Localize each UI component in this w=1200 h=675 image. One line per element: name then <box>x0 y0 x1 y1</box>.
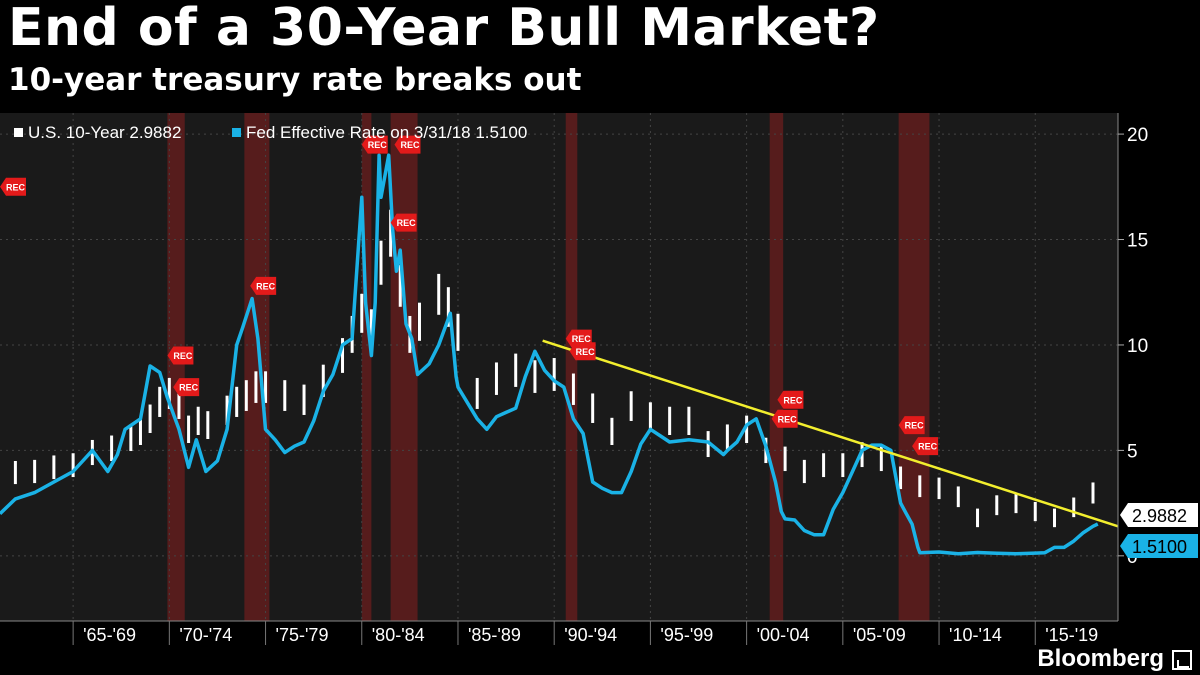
rec-tag-shape <box>912 437 939 456</box>
rec-tag-label: REC <box>778 414 798 424</box>
rec-tag-label: REC <box>173 351 193 361</box>
x-tick-label: '15-'19 <box>1045 625 1098 645</box>
x-tick-label: '80-'84 <box>372 625 425 645</box>
rec-tag-10: REC <box>898 416 925 435</box>
x-axis: '65-'69 '70-'74 '75-'79 '80-'84 '85-'89 '90-'… <box>0 620 1200 648</box>
legend-label-fed: Fed Effective Rate on 3/31/18 1.5100 <box>246 123 527 142</box>
rec-tag-shape <box>361 135 388 154</box>
rec-tag-label: REC <box>783 395 803 405</box>
x-tick-label: '90-'94 <box>564 625 617 645</box>
trendline <box>542 339 1119 528</box>
y-tick-label: 15 <box>1127 231 1148 252</box>
rec-tag-label: REC <box>6 182 26 192</box>
rec-tag-shape <box>0 177 26 196</box>
rec-tag-shape <box>167 346 194 365</box>
rec-tag-shape <box>250 276 277 295</box>
rec-tag-label: REC <box>576 347 596 357</box>
last-value-fed-badge: 1.5100 <box>1120 534 1198 558</box>
y-tick-label: 5 <box>1127 441 1138 462</box>
x-tick-label: '65-'69 <box>83 625 136 645</box>
x-tick-label: '05-'09 <box>853 625 906 645</box>
y-tick-label: 20 <box>1127 125 1148 146</box>
rec-tag-12: REC <box>0 177 26 196</box>
rec-tag-7: REC <box>569 342 596 361</box>
x-tick-label: '85-'89 <box>468 625 521 645</box>
rec-tag-11: REC <box>912 437 939 456</box>
recession-band-2 <box>361 113 372 621</box>
legend-swatch-fed <box>232 128 241 137</box>
rec-tag-label: REC <box>918 442 938 452</box>
rec-tag-5: REC <box>390 213 417 232</box>
rec-tag-shape <box>898 416 925 435</box>
rec-tag-shape <box>771 409 798 428</box>
rec-tag-8: REC <box>777 390 804 409</box>
rec-tag-shape <box>394 135 421 154</box>
rec-tag-label: REC <box>400 140 420 150</box>
recession-band-6 <box>898 113 930 621</box>
rec-tag-shape <box>569 342 596 361</box>
rec-tag-label: REC <box>368 140 388 150</box>
legend-swatch-treasury <box>14 128 23 137</box>
recession-band-0 <box>167 113 185 621</box>
rec-tag-3: REC <box>361 135 388 154</box>
page-title: End of a 30-Year Bull Market? <box>8 0 880 58</box>
y-tick-label: 10 <box>1127 336 1148 357</box>
x-tick-label: '70-'74 <box>179 625 232 645</box>
rec-tag-label: REC <box>397 218 417 228</box>
bloomberg-logo: Bloomberg <box>1037 645 1164 672</box>
rec-tag-label: REC <box>905 421 925 431</box>
plot-area <box>0 113 1118 621</box>
rec-tag-0: REC <box>173 378 200 397</box>
x-tick-label: '95-'99 <box>660 625 713 645</box>
x-axis-band <box>0 621 1200 648</box>
rec-tag-1: REC <box>167 346 194 365</box>
last-value-fed: 1.5100 <box>1132 537 1187 557</box>
fed-effective-rate-line <box>0 153 1099 556</box>
rec-tag-label: REC <box>256 281 276 291</box>
recession-band-5 <box>769 113 784 621</box>
rec-tag-4: REC <box>394 135 421 154</box>
recession-band-4 <box>565 113 578 621</box>
rec-tag-2: REC <box>250 276 277 295</box>
rec-tag-shape <box>390 213 417 232</box>
page-subtitle: 10-year treasury rate breaks out <box>8 62 582 98</box>
x-tick-label: '00-'04 <box>757 625 810 645</box>
last-value-treasury-badge: 2.9882 <box>1120 503 1198 527</box>
recession-band-3 <box>390 113 418 621</box>
bloomberg-terminal-icon <box>1172 650 1192 670</box>
rec-tag-label: REC <box>179 383 199 393</box>
x-tick-label: '75-'79 <box>276 625 329 645</box>
rec-tag-shape <box>173 378 200 397</box>
x-tick-label: '10-'14 <box>949 625 1002 645</box>
last-value-treasury: 2.9882 <box>1132 506 1187 526</box>
legend-label-treasury: U.S. 10-Year 2.9882 <box>28 123 181 142</box>
rec-tag-shape <box>777 390 804 409</box>
legend: U.S. 10-Year 2.9882 Fed Effective Rate o… <box>14 123 527 142</box>
rec-tag-label: REC <box>572 334 592 344</box>
recession-tags: REC REC REC REC REC REC REC REC REC REC REC REC REC <box>0 135 939 456</box>
rec-tag-9: REC <box>771 409 798 428</box>
